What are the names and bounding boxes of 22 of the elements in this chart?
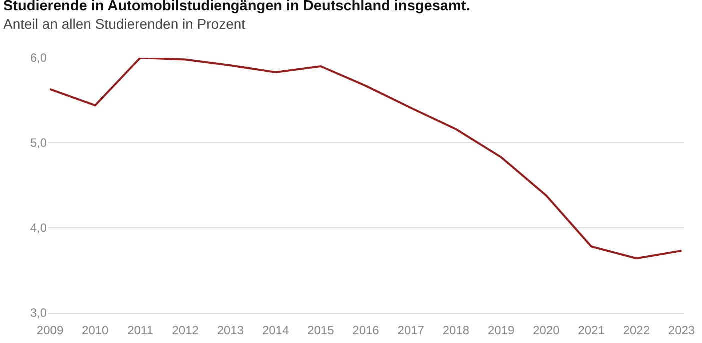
y-tick-label: 6,0 [30, 51, 48, 66]
line-series [49, 58, 683, 260]
x-tick-label: 2022 [623, 323, 650, 338]
x-tick-label: 2016 [352, 323, 380, 338]
x-tick-label: 2015 [308, 323, 335, 338]
chart-title: Studierende in Automobilstudiengängen in Deutschland insgesamt. [4, 0, 470, 14]
x-tick-label: 2017 [398, 323, 425, 338]
x-tick-label: 2014 [262, 323, 290, 338]
y-tick-label: 5,0 [30, 136, 48, 150]
chart-subtitle: Anteil an allen Studierenden in Prozent [4, 16, 246, 32]
y-tick-label: 4,0 [30, 221, 48, 236]
x-tick-label: 2020 [533, 323, 560, 338]
x-tick-label: 2021 [578, 323, 606, 338]
x-tick-label: 2018 [442, 323, 470, 338]
x-tick-label: 2010 [82, 323, 110, 338]
x-tick-label: 2019 [488, 323, 515, 338]
x-tick-label: 2009 [36, 323, 64, 338]
x-tick-label: 2011 [128, 323, 154, 338]
x-tick-label: 2012 [172, 323, 200, 338]
y-tick-label: 3,0 [30, 306, 48, 320]
x-tick-label: 2023 [668, 323, 696, 338]
x-tick-label: 2013 [217, 323, 244, 338]
